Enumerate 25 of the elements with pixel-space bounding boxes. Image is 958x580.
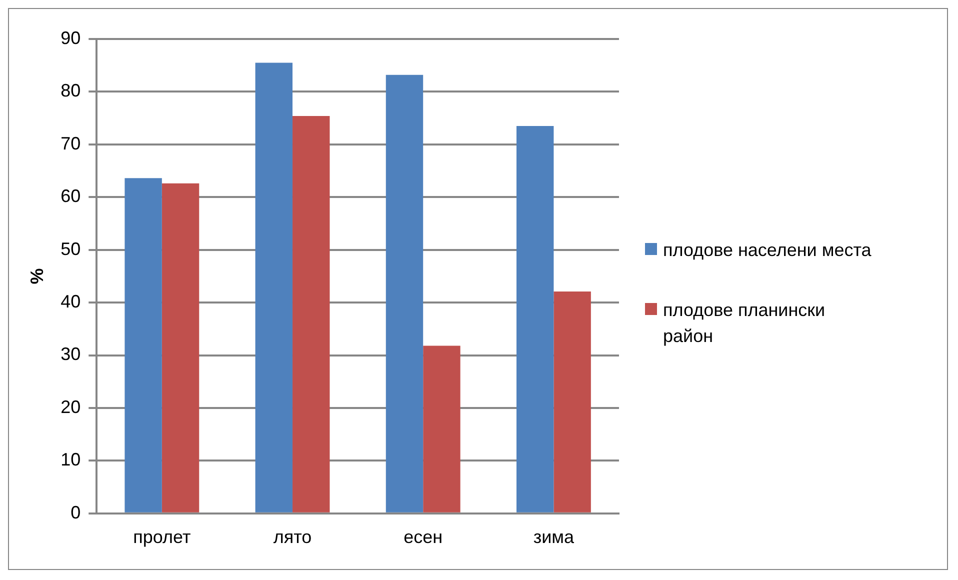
y-tick-label: 40 bbox=[60, 292, 81, 312]
bar bbox=[162, 183, 200, 512]
legend-label: плодове планински район bbox=[663, 299, 826, 348]
x-tick-label: пролет bbox=[133, 527, 191, 548]
y-tick-label: 30 bbox=[60, 344, 81, 364]
y-tick-label: 50 bbox=[60, 238, 81, 259]
x-tick-label: лято bbox=[273, 527, 312, 548]
x-tick-label: есен bbox=[404, 527, 443, 548]
bar bbox=[386, 74, 424, 512]
y-tick-label: 0 bbox=[70, 502, 81, 522]
y-tick-label: 20 bbox=[60, 396, 81, 417]
legend-label: плодове населени места bbox=[663, 239, 872, 262]
y-axis-title: % bbox=[26, 268, 47, 284]
bar bbox=[423, 346, 460, 512]
bar bbox=[516, 126, 554, 512]
x-tick-label: зима bbox=[533, 527, 576, 548]
bar bbox=[292, 116, 330, 512]
y-tick-label: 60 bbox=[60, 186, 81, 206]
bar bbox=[554, 291, 591, 512]
bar bbox=[255, 62, 293, 512]
y-tick-label: 80 bbox=[60, 80, 81, 101]
y-tick-label: 70 bbox=[60, 133, 81, 154]
bar bbox=[124, 178, 162, 512]
y-tick-label: 10 bbox=[60, 450, 81, 470]
y-tick-label: 90 bbox=[60, 28, 81, 48]
